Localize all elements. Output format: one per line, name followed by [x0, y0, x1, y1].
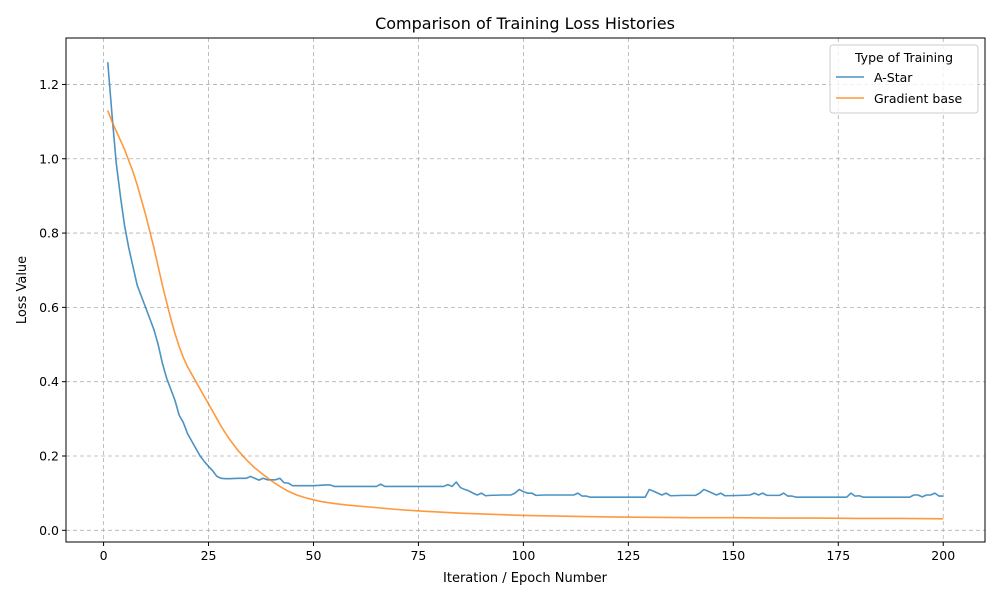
- x-tick-label: 125: [616, 548, 640, 563]
- series-lines: [106, 62, 944, 520]
- x-tick-label: 175: [826, 548, 850, 563]
- x-tick-label: 200: [931, 548, 955, 563]
- y-tick-label: 0.8: [39, 226, 59, 241]
- legend-label-gradient-base: Gradient base: [874, 91, 962, 106]
- chart-title: Comparison of Training Loss Histories: [375, 14, 675, 33]
- y-tick-label: 1.0: [39, 151, 59, 166]
- y-tick-label: 1.2: [39, 77, 59, 92]
- x-tick-label: 100: [511, 548, 535, 563]
- gradient-base-series-line: [107, 110, 944, 520]
- x-tick-label: 25: [201, 548, 217, 563]
- a-star-series-line: [106, 62, 944, 499]
- x-tick-label: 150: [721, 548, 745, 563]
- y-axis-label: Loss Value: [15, 256, 30, 324]
- legend: Type of Training A-Star Gradient base: [829, 44, 979, 114]
- x-axis-label: Iteration / Epoch Number: [443, 571, 608, 586]
- y-axis-ticks: 0.0 0.2 0.4 0.6 0.8 1.0 1.2: [39, 77, 66, 538]
- legend-box: [829, 44, 979, 114]
- y-tick-label: 0.0: [39, 523, 59, 538]
- x-tick-label: 75: [410, 548, 426, 563]
- x-axis-ticks: 0 25 50 75 100 125 150 175 200: [100, 542, 955, 563]
- x-tick-label: 0: [100, 548, 108, 563]
- y-tick-label: 0.2: [39, 448, 59, 463]
- plot-frame: [65, 37, 986, 543]
- y-tick-label: 0.4: [39, 374, 59, 389]
- legend-title: Type of Training: [854, 50, 953, 65]
- grid-lines: [66, 38, 985, 542]
- y-tick-label: 0.6: [39, 300, 59, 315]
- x-tick-label: 50: [306, 548, 322, 563]
- legend-label-a-star: A-Star: [874, 70, 913, 85]
